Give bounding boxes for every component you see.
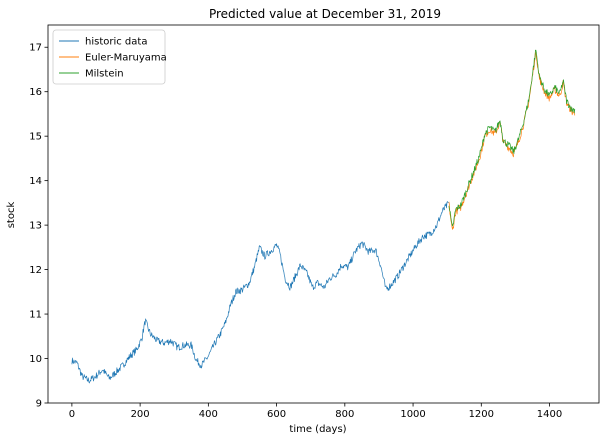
y-tick-label: 11	[29, 310, 42, 321]
x-tick-label: 1400	[537, 409, 562, 420]
x-tick-label: 0	[69, 409, 75, 420]
y-tick-label: 10	[29, 354, 42, 365]
x-tick-label: 800	[335, 409, 354, 420]
legend-box	[52, 29, 166, 85]
y-tick-label: 14	[29, 176, 42, 187]
x-axis-label: time (days)	[289, 424, 346, 435]
y-tick-label: 13	[29, 221, 42, 232]
x-tick-label: 1000	[400, 409, 425, 420]
series-line-historic-data	[71, 201, 449, 384]
x-tick-label: 200	[131, 409, 150, 420]
series-line-milstein	[448, 49, 576, 227]
axes: 0 200 400 600 800 1000 1200 1400 9 10 11 12 13 14 15 16…	[29, 24, 600, 420]
y-tick-label: 9	[36, 399, 42, 410]
y-tick-label: 15	[29, 132, 42, 143]
legend-label: Milstein	[85, 69, 124, 80]
y-tick-label: 17	[29, 43, 42, 54]
chart-title: Predicted value at December 31, 2019	[209, 7, 441, 21]
x-tick-label: 600	[267, 409, 286, 420]
x-tick-label: 1200	[469, 409, 494, 420]
legend-label: historic data	[85, 37, 147, 48]
y-tick-label: 12	[29, 265, 42, 276]
y-tick-label: 16	[29, 87, 42, 98]
plot-frame	[47, 24, 600, 404]
legend: historic data Euler-Maruyama Milstein	[52, 29, 167, 85]
x-tick-label: 400	[199, 409, 218, 420]
plot-area	[71, 49, 576, 384]
legend-label: Euler-Maruyama	[85, 53, 167, 64]
series-line-euler-maruyama	[448, 51, 576, 230]
y-axis-label: stock	[6, 202, 17, 229]
